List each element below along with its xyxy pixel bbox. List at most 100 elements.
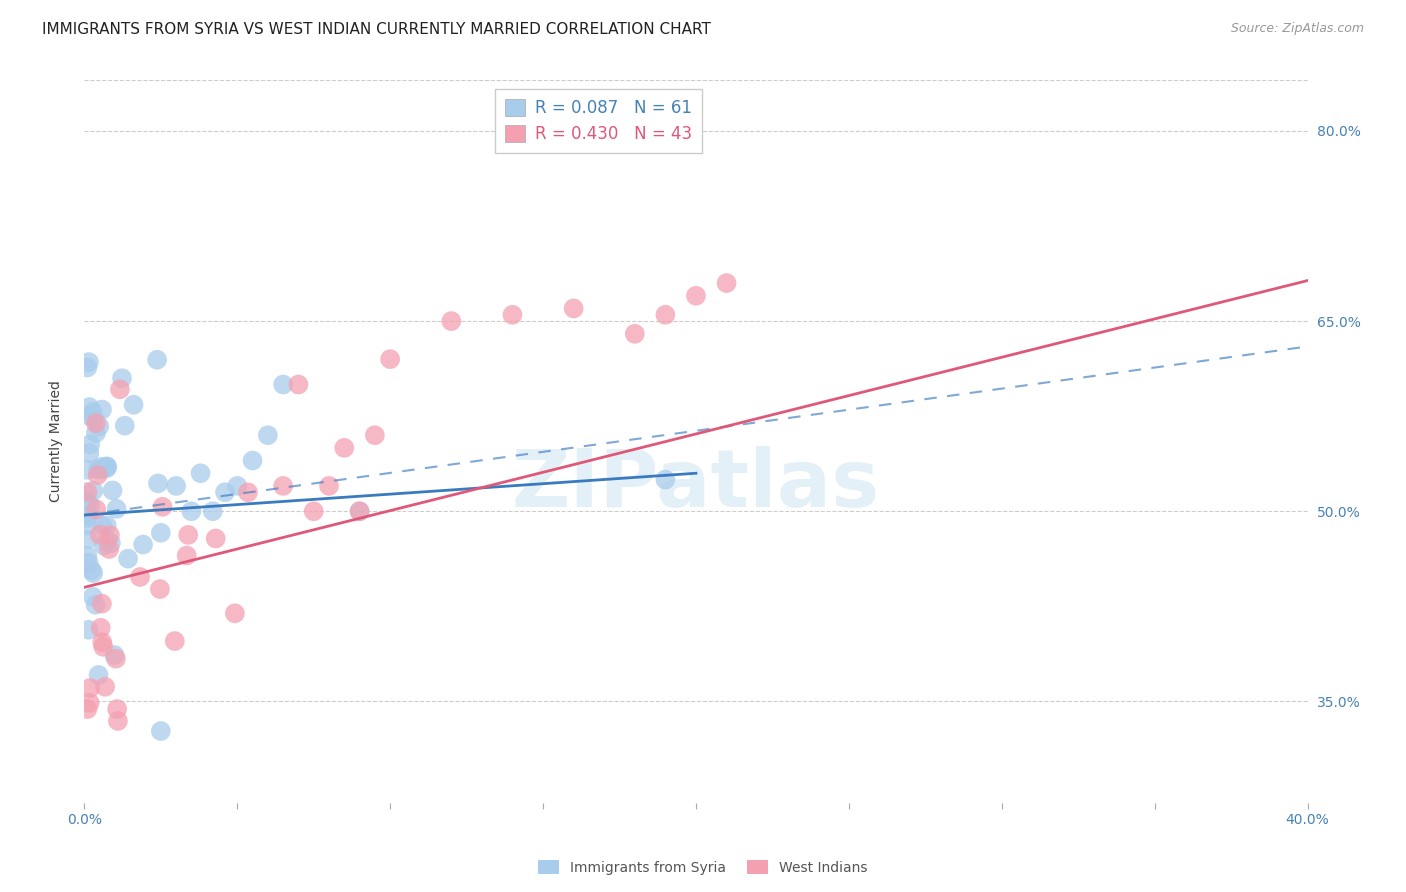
Text: Source: ZipAtlas.com: Source: ZipAtlas.com [1230, 22, 1364, 36]
Point [93, 539, 115, 553]
Point [149, 724, 172, 739]
Text: IMMIGRANTS FROM SYRIA VS WEST INDIAN CURRENTLY MARRIED CORRELATION CHART: IMMIGRANTS FROM SYRIA VS WEST INDIAN CUR… [42, 22, 711, 37]
Point [349, 504, 371, 518]
Point [716, 276, 738, 290]
Point [76, 549, 98, 563]
Point [224, 607, 246, 621]
Point [349, 504, 371, 518]
Point [146, 352, 169, 367]
Point [132, 538, 155, 552]
Point [302, 504, 325, 518]
Point [77, 355, 100, 369]
Point [562, 301, 585, 316]
Point [77, 400, 100, 414]
Point [117, 551, 139, 566]
Point [380, 352, 402, 367]
Point [287, 377, 309, 392]
Point [96, 459, 118, 474]
Point [82, 483, 104, 498]
Point [79, 409, 101, 423]
Point [440, 314, 463, 328]
Point [79, 437, 101, 451]
Point [129, 570, 152, 584]
Point [84, 502, 107, 516]
Point [163, 634, 186, 648]
Point [87, 462, 110, 476]
Point [84, 416, 107, 430]
Point [89, 419, 111, 434]
Point [76, 533, 98, 547]
Legend: R = 0.087   N = 61, R = 0.430   N = 43: R = 0.087 N = 61, R = 0.430 N = 43 [495, 88, 702, 153]
Point [101, 483, 124, 498]
Point [103, 648, 125, 662]
Point [502, 308, 524, 322]
Point [94, 680, 117, 694]
Point [96, 534, 118, 549]
Point [76, 495, 98, 509]
Point [190, 467, 212, 481]
Point [76, 463, 98, 477]
Point [654, 308, 676, 322]
Point [84, 425, 107, 440]
Point [89, 528, 111, 542]
Point [82, 566, 104, 580]
Point [104, 651, 127, 665]
Point [76, 511, 98, 525]
Point [91, 635, 114, 649]
Point [149, 582, 172, 596]
Point [86, 468, 108, 483]
Point [624, 326, 647, 341]
Point [105, 702, 128, 716]
Point [204, 532, 226, 546]
Point [685, 289, 707, 303]
Y-axis label: Currently Married: Currently Married [49, 381, 63, 502]
Point [146, 476, 169, 491]
Point [98, 541, 121, 556]
Point [226, 479, 249, 493]
Point [79, 446, 101, 460]
Point [79, 681, 101, 695]
Point [364, 428, 387, 442]
Point [91, 462, 114, 476]
Point [152, 500, 174, 514]
Point [76, 518, 98, 533]
Point [242, 453, 264, 467]
Point [111, 371, 134, 385]
Point [79, 696, 101, 710]
Point [80, 563, 103, 577]
Point [87, 668, 110, 682]
Point [98, 528, 121, 542]
Point [176, 549, 198, 563]
Point [214, 485, 236, 500]
Point [76, 702, 98, 716]
Point [100, 536, 122, 550]
Point [77, 556, 100, 570]
Legend: Immigrants from Syria, West Indians: Immigrants from Syria, West Indians [533, 855, 873, 880]
Point [177, 528, 200, 542]
Point [271, 479, 294, 493]
Point [107, 714, 129, 728]
Point [236, 485, 259, 500]
Point [105, 501, 128, 516]
Point [180, 504, 202, 518]
Point [96, 461, 118, 475]
Point [654, 473, 676, 487]
Point [165, 479, 187, 493]
Point [84, 598, 107, 612]
Point [91, 640, 114, 654]
Point [82, 590, 104, 604]
Point [90, 597, 112, 611]
Point [201, 504, 224, 518]
Point [114, 418, 136, 433]
Point [96, 459, 118, 474]
Point [91, 402, 114, 417]
Point [257, 428, 280, 442]
Point [77, 623, 100, 637]
Point [77, 508, 100, 522]
Point [82, 405, 104, 419]
Point [149, 525, 172, 540]
Point [90, 621, 112, 635]
Point [90, 459, 112, 474]
Point [318, 479, 340, 493]
Point [108, 382, 131, 396]
